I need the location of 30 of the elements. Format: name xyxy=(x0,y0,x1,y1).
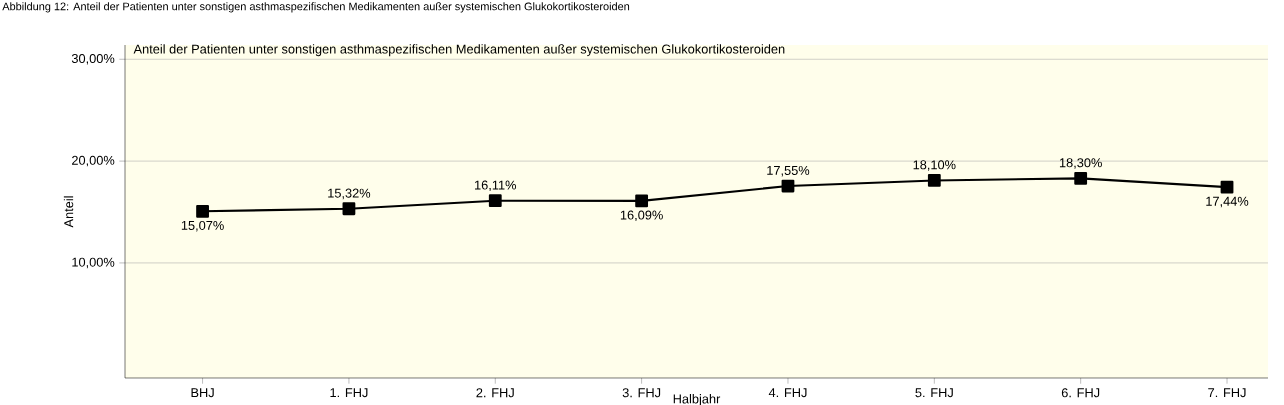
y-tick-label: 20,00% xyxy=(72,155,115,167)
data-label: 16,11% xyxy=(475,180,517,192)
x-tick-label: BHJ xyxy=(191,388,214,398)
point xyxy=(1220,180,1234,194)
point xyxy=(635,194,649,208)
point xyxy=(196,204,209,218)
text: Abbildung 12: Anteil der Patienten unter sonstigen asthmaspezifischen Medikamenten außer systemischen Glukokortikosteroiden xyxy=(2,2,630,13)
data-label: 16,09% xyxy=(620,210,663,222)
x-tick-label: 2. FHJ xyxy=(476,388,514,398)
y-tick-label: 30,00% xyxy=(71,53,115,65)
point xyxy=(342,202,356,216)
x-tick-label: 1. FHJ xyxy=(330,388,368,398)
x-tick-label: 4. FHJ xyxy=(768,388,807,398)
x-tick-label: 7. FHJ xyxy=(1208,388,1246,398)
y-tick-label: 10,00% xyxy=(72,257,115,269)
data-label: 17,55% xyxy=(767,165,810,177)
point xyxy=(1074,172,1088,185)
y-axis-title: Anteil xyxy=(63,196,74,228)
data-label: 18,10% xyxy=(913,160,956,171)
x-tick-label: 3. FHJ xyxy=(622,388,661,398)
point xyxy=(781,179,795,193)
data-label: 15,32% xyxy=(328,188,371,200)
data-label: 17,44% xyxy=(1206,196,1249,208)
data-label: 15,07% xyxy=(181,220,224,232)
chart-title: Anteil der Patienten unter sonstigen asthmaspezifischen Medikamenten außer systemischen Glukokortikosteroiden xyxy=(133,44,785,57)
point xyxy=(927,174,941,187)
point xyxy=(488,194,502,208)
x-tick-label: 5. FHJ xyxy=(915,388,953,398)
data-label: 18,30% xyxy=(1059,158,1102,169)
x-tick-label: 6. FHJ xyxy=(1061,388,1100,398)
